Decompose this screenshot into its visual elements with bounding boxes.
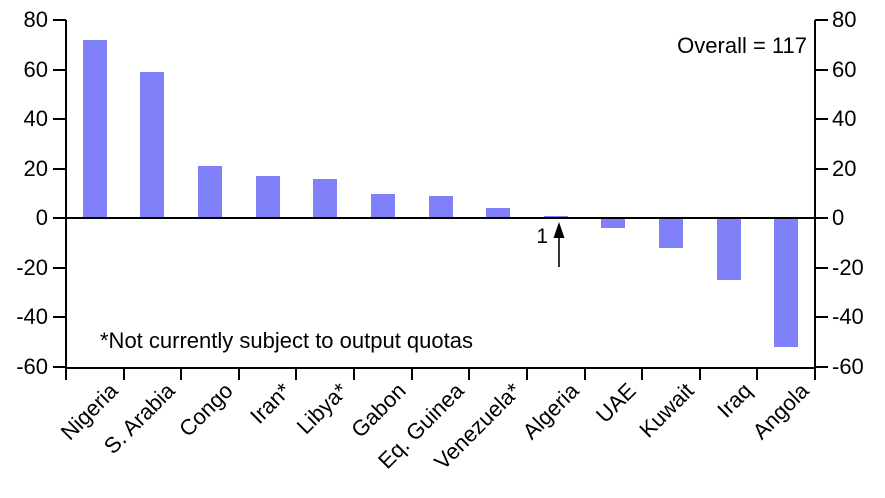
x-axis-tick bbox=[525, 367, 528, 380]
left-y-tick-label: 20 bbox=[23, 155, 48, 181]
left-y-tick-label: 40 bbox=[23, 106, 48, 132]
left-y-tick-label: 60 bbox=[23, 56, 48, 82]
right-y-tick bbox=[815, 316, 828, 319]
x-axis-tick bbox=[180, 367, 183, 380]
bar-congo bbox=[198, 166, 223, 219]
footnote-text: *Not currently subject to output quotas bbox=[100, 328, 473, 353]
x-axis-tick bbox=[756, 367, 759, 380]
x-axis-tick bbox=[122, 367, 125, 380]
right-y-tick-label: -60 bbox=[832, 354, 864, 379]
x-axis-tick bbox=[641, 367, 644, 380]
left-y-tick-label: -40 bbox=[16, 304, 48, 330]
left-y-tick bbox=[53, 19, 66, 21]
right-y-tick-label: 40 bbox=[832, 106, 857, 132]
left-y-tick-label: 80 bbox=[23, 7, 48, 32]
up-arrow-icon bbox=[553, 222, 565, 267]
left-y-tick bbox=[53, 316, 66, 319]
x-axis-tick bbox=[237, 367, 240, 380]
right-y-tick-label: -20 bbox=[832, 254, 864, 280]
right-y-tick-label: -40 bbox=[832, 304, 864, 330]
left-y-axis-line bbox=[65, 20, 67, 369]
zero-baseline bbox=[66, 217, 815, 219]
bar-venezuela bbox=[486, 208, 511, 219]
right-y-tick-label: 80 bbox=[832, 7, 857, 32]
bar-libya bbox=[313, 178, 338, 219]
right-y-tick bbox=[815, 68, 828, 71]
left-y-tick bbox=[53, 266, 66, 269]
right-y-tick-label: 60 bbox=[832, 56, 857, 82]
left-y-tick-label: -20 bbox=[16, 254, 48, 280]
bar-s-arabia bbox=[140, 72, 165, 219]
x-axis-tick bbox=[698, 367, 701, 380]
left-y-tick bbox=[53, 366, 66, 368]
right-y-tick bbox=[815, 266, 828, 269]
bar-iraq bbox=[716, 218, 741, 281]
left-y-tick-label: 0 bbox=[35, 205, 48, 231]
x-axis-tick bbox=[410, 367, 413, 380]
bar-eq-guinea bbox=[428, 195, 453, 219]
right-y-tick bbox=[815, 19, 828, 21]
right-y-tick-label: 0 bbox=[832, 205, 845, 231]
bar-nigeria bbox=[82, 39, 107, 219]
x-axis-tick bbox=[583, 367, 586, 380]
right-y-axis-line bbox=[814, 20, 816, 369]
x-axis-tick bbox=[814, 367, 816, 380]
bar-kuwait bbox=[658, 218, 683, 249]
x-axis-line bbox=[65, 367, 816, 369]
algeria-value-callout: 1 bbox=[536, 225, 548, 248]
left-y-tick bbox=[53, 167, 66, 170]
bar-angola bbox=[774, 218, 799, 348]
x-axis-tick bbox=[295, 367, 298, 380]
left-y-tick bbox=[53, 217, 66, 220]
right-y-tick bbox=[815, 118, 828, 121]
right-y-tick-label: 20 bbox=[832, 155, 857, 181]
bar-gabon bbox=[370, 193, 395, 219]
overall-annotation: Overall = 117 bbox=[677, 33, 807, 58]
left-y-tick bbox=[53, 118, 66, 121]
bar-uae bbox=[601, 218, 626, 229]
right-y-tick bbox=[815, 366, 828, 368]
x-axis-tick bbox=[353, 367, 356, 380]
left-y-tick bbox=[53, 68, 66, 71]
left-y-tick-label: -60 bbox=[16, 354, 48, 379]
right-y-tick bbox=[815, 167, 828, 170]
bar-iran bbox=[255, 176, 280, 219]
x-axis-tick bbox=[65, 367, 67, 380]
x-axis-tick bbox=[468, 367, 471, 380]
right-y-tick bbox=[815, 217, 828, 220]
